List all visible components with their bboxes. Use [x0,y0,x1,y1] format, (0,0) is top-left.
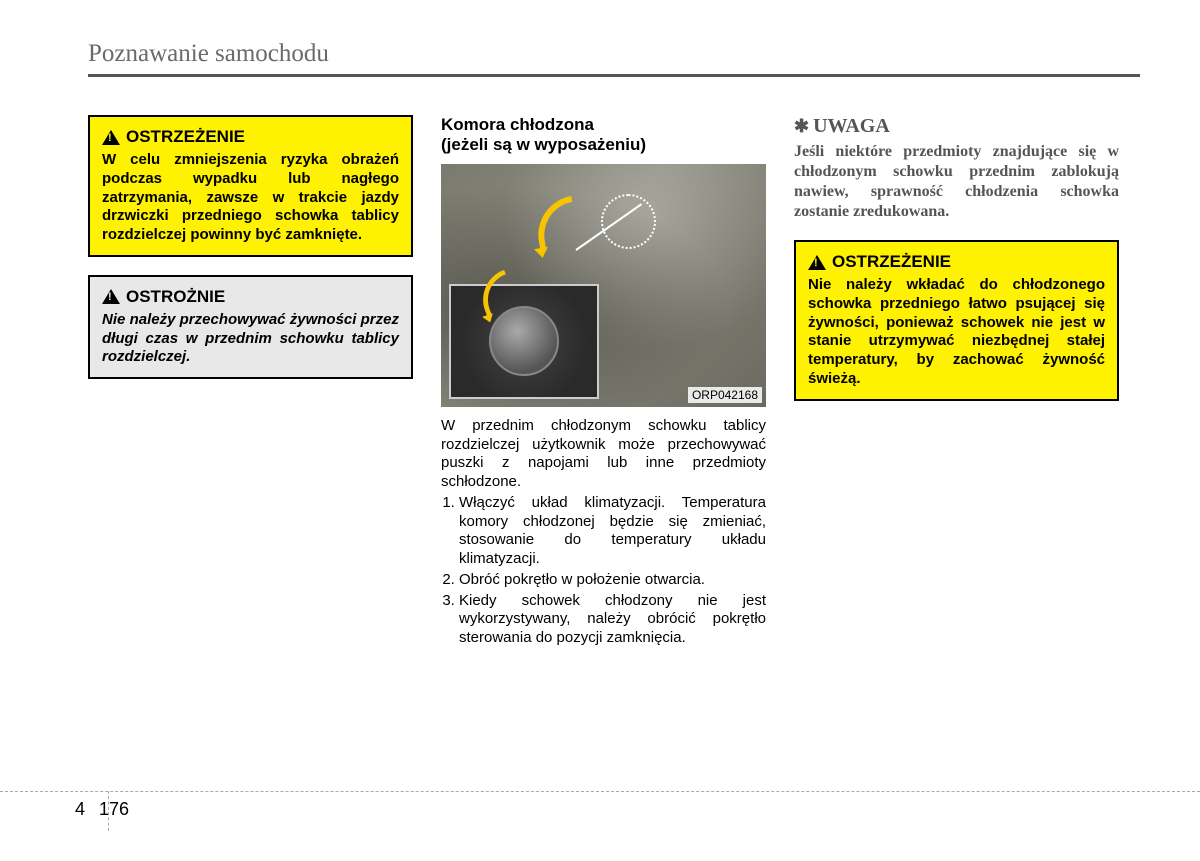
column-1: OSTRZEŻENIE W celu zmniejszenia ryzyka o… [88,115,413,648]
warning-title-text: OSTRZEŻENIE [126,127,245,147]
page-header: Poznawanie samochodu [88,40,1140,77]
steps-list: Włączyć układ klimatyzacji. Temperatura … [441,494,766,648]
step-item: Kiedy schowek chłodzony nie jest wykorzy… [459,592,766,648]
section-title-line2: (jeżeli są w wyposażeniu) [441,135,646,154]
chapter-number: 4 [75,799,85,819]
step-item: Włączyć układ klimatyzacji. Temperatura … [459,494,766,569]
warning-title: OSTRZEŻENIE [808,252,1105,272]
section-title-line1: Komora chłodzona [441,115,594,134]
asterisk-icon: ✱ [794,116,809,136]
dotted-circle-icon [601,194,656,249]
caution-triangle-icon [102,289,120,304]
intro-text: W przednim chłodzonym schowku tablicy ro… [441,417,766,492]
footer-dash-horizontal [0,791,1200,792]
warning-box-1: OSTRZEŻENIE W celu zmniejszenia ryzyka o… [88,115,413,257]
section-title: Komora chłodzona (jeżeli są w wyposażeni… [441,115,766,156]
page-footer: 4 176 [0,791,1200,831]
warning-title: OSTRZEŻENIE [102,127,399,147]
warning-title-text: OSTRZEŻENIE [832,252,951,272]
caution-body: Nie należy przechowywać żywności przez d… [102,311,399,367]
caution-title: OSTROŻNIE [102,287,399,307]
note-title-text: UWAGA [813,115,890,137]
note-body: Jeśli niektóre przedmioty znajdujące się… [794,142,1119,222]
warning-box-2: OSTRZEŻENIE Nie należy wkładać do chłodz… [794,240,1119,401]
content-columns: OSTRZEŻENIE W celu zmniejszenia ryzyka o… [88,115,1140,648]
note-title: ✱UWAGA [794,115,1119,138]
column-3: ✱UWAGA Jeśli niektóre przedmioty znajduj… [794,115,1119,648]
column-2: Komora chłodzona (jeżeli są w wyposażeni… [441,115,766,648]
figure-glovebox: ORP042168 [441,164,766,407]
step-item: Obróć pokrętło w położenie otwarcia. [459,571,766,590]
page-number-value: 176 [99,799,129,819]
knob-icon [489,306,559,376]
warning-body: Nie należy wkładać do chłodzonego schowk… [808,276,1105,389]
page-number: 4 176 [75,799,129,820]
warning-triangle-icon [102,130,120,145]
figure-inset [449,284,599,399]
figure-tag: ORP042168 [688,387,762,403]
caution-title-text: OSTROŻNIE [126,287,225,307]
warning-triangle-icon [808,255,826,270]
warning-body: W celu zmniejszenia ryzyka obrażeń podcz… [102,151,399,245]
caution-box: OSTROŻNIE Nie należy przechowywać żywnoś… [88,275,413,379]
